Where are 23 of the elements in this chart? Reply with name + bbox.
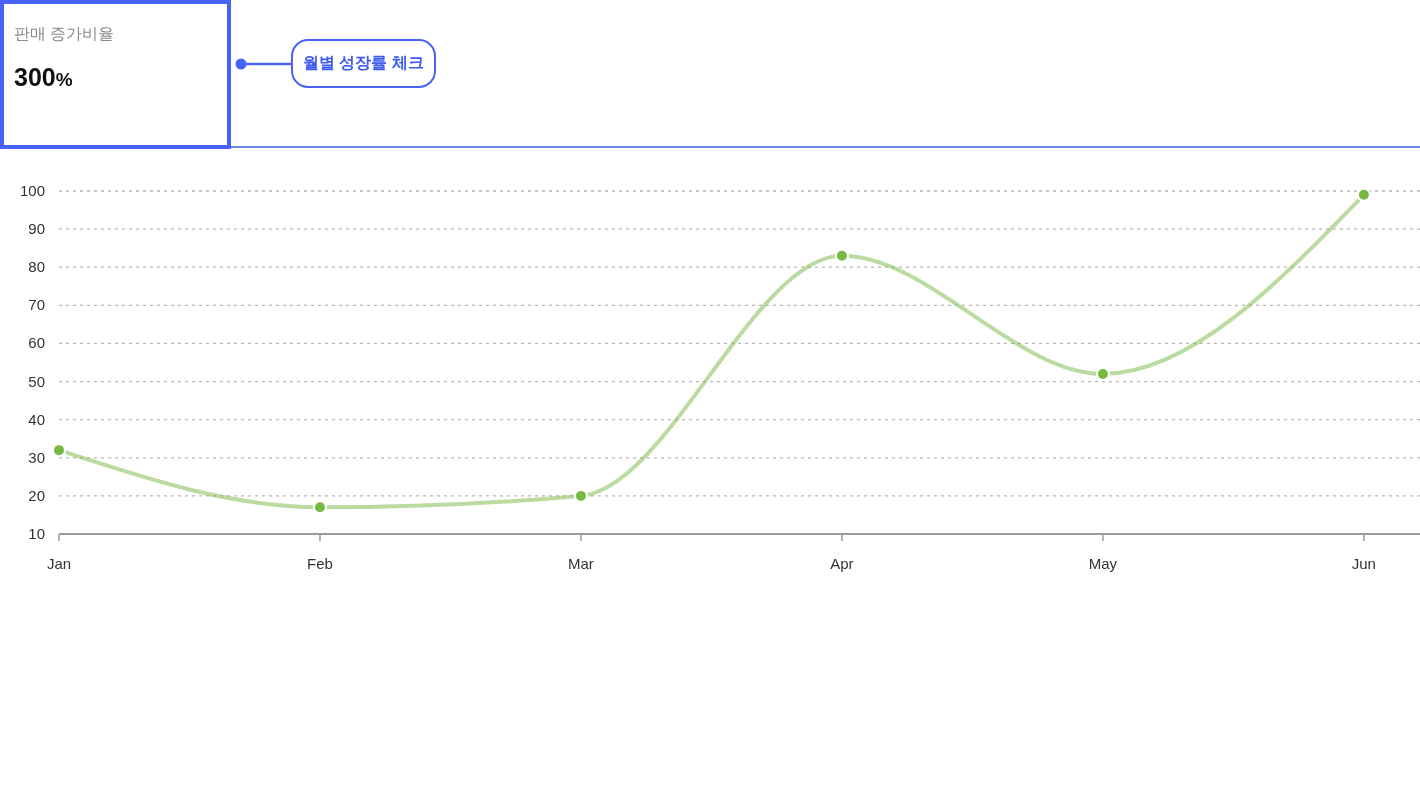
- x-tick-label: Mar: [568, 555, 594, 572]
- y-tick-label: 80: [28, 258, 45, 276]
- y-tick-label: 70: [28, 296, 45, 314]
- x-tick-label: Jun: [1351, 555, 1376, 572]
- point: [312, 500, 327, 515]
- y-tick-label: 100: [19, 182, 45, 199]
- y-tick-label: 90: [28, 220, 45, 238]
- point: [834, 248, 849, 263]
- x-tick-label: May: [1088, 555, 1118, 572]
- x-tick-label: Feb: [307, 555, 333, 572]
- x-tick-label: Jan: [46, 555, 72, 572]
- y-tick-label: 40: [28, 410, 45, 428]
- text: 월별 성장률 체크: [291, 39, 436, 88]
- y-tick-label: 50: [28, 372, 45, 390]
- point: [52, 443, 66, 458]
- text: 300%: [14, 63, 73, 91]
- text: 판매 증가비율: [14, 24, 115, 44]
- y-tick-label: 10: [28, 525, 45, 542]
- point: [1356, 187, 1371, 202]
- y-tick-label: 60: [28, 334, 45, 352]
- x-tick-label: Apr: [830, 555, 854, 572]
- y-tick-label: 20: [28, 486, 45, 504]
- y-tick-label: 30: [28, 448, 45, 466]
